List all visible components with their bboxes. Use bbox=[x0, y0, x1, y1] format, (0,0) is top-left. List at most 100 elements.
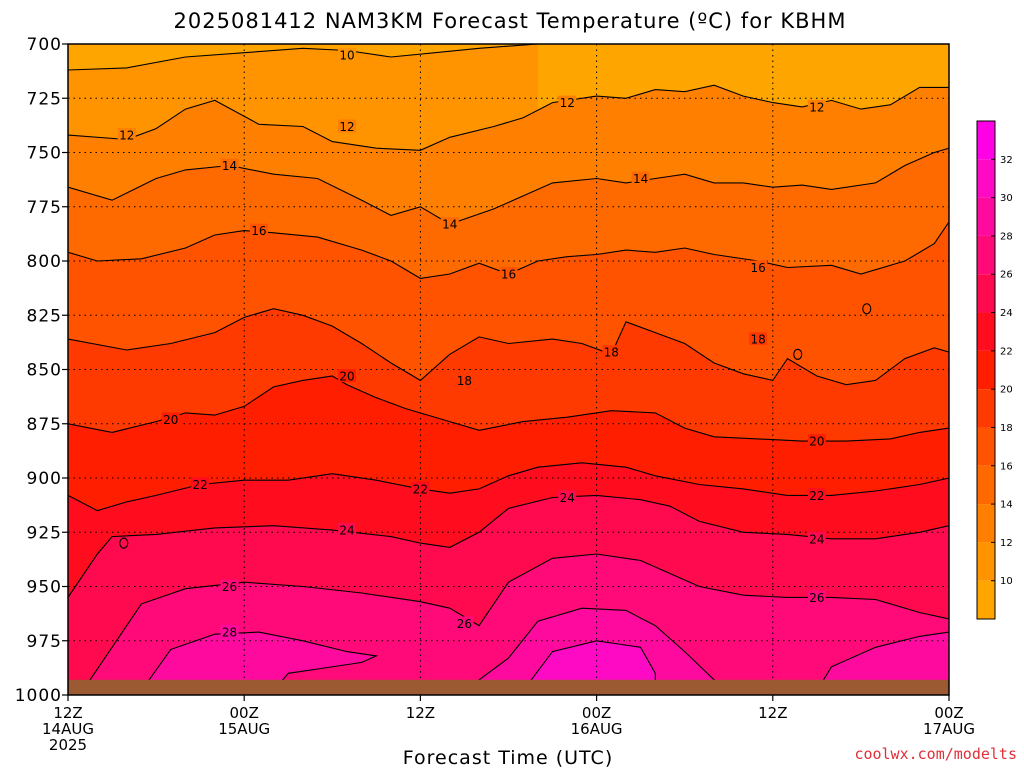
contour-label: 22 bbox=[191, 477, 210, 492]
contour-label-bg bbox=[117, 128, 136, 142]
colorbar-label: 22 bbox=[1000, 346, 1013, 357]
contour-28 bbox=[140, 631, 379, 692]
contour-label-bg bbox=[337, 119, 356, 133]
contour-label-bg bbox=[220, 158, 239, 172]
y-tick-label: 1000 bbox=[15, 686, 62, 706]
colorbar-label: 16 bbox=[1000, 461, 1013, 472]
contour-label-bg bbox=[749, 260, 768, 274]
contour-label: 20 bbox=[161, 412, 180, 427]
contour-label-text: 22 bbox=[413, 482, 428, 496]
x-tick-label: 00Z bbox=[230, 704, 259, 722]
colorbar-label: 24 bbox=[1000, 308, 1013, 319]
y-tick-label: 775 bbox=[27, 198, 62, 218]
contour-label-text: 24 bbox=[560, 491, 575, 505]
contour-label: 14 bbox=[631, 171, 650, 186]
contour-label-bg bbox=[440, 217, 459, 231]
x-axis-label: Forecast Time (UTC) bbox=[403, 747, 613, 768]
y-tick-label: 800 bbox=[27, 252, 62, 272]
contour-label-text: 12 bbox=[339, 120, 354, 134]
x-tick-label: 00Z bbox=[582, 704, 611, 722]
grid-lines bbox=[68, 44, 949, 695]
contour-label-bg bbox=[631, 171, 650, 185]
colorbar-border bbox=[976, 120, 996, 620]
contour-label-bg bbox=[337, 369, 356, 383]
contour-20 bbox=[68, 375, 949, 442]
y-axis: 700 725 750 775 800 825 850 875 900 925 950 975 1000 bbox=[15, 35, 68, 706]
contour-label: 18 bbox=[749, 332, 768, 347]
y-tick-label: 850 bbox=[27, 361, 62, 381]
contour-label: 22 bbox=[807, 488, 826, 503]
y-tick-label: 875 bbox=[27, 415, 62, 435]
y-tick-label: 725 bbox=[27, 89, 62, 109]
contour-labels: 10 12 12 12 12 14 14 14 16 16 16 18 18 18 20 20 20 22 22 22… bbox=[117, 47, 826, 640]
contour-label-bg bbox=[807, 99, 826, 113]
contour-label: 26 bbox=[220, 579, 239, 594]
colorbar-label: 28 bbox=[1000, 231, 1013, 242]
y-tick-label: 825 bbox=[27, 306, 62, 326]
contour-label-text: 18 bbox=[457, 374, 472, 388]
contour-label: 22 bbox=[411, 481, 430, 496]
closed-contour bbox=[862, 303, 872, 315]
contour-label: 14 bbox=[220, 158, 239, 173]
colorbar-swatch bbox=[977, 312, 995, 351]
colorbar-swatch bbox=[977, 427, 995, 466]
contour-lines bbox=[68, 44, 949, 692]
contour-label-bg bbox=[161, 412, 180, 426]
contour-label-text: 20 bbox=[163, 413, 178, 427]
contour-label-text: 12 bbox=[809, 100, 824, 114]
contour-label-text: 14 bbox=[442, 218, 457, 232]
contour-label-bg bbox=[337, 47, 356, 61]
source-link[interactable]: coolwx.com/modelts bbox=[854, 745, 1017, 763]
colorbar-swatch bbox=[977, 389, 995, 428]
colorbar-swatch bbox=[977, 274, 995, 313]
contour-label-text: 20 bbox=[809, 435, 824, 449]
ground-below-surface bbox=[68, 679, 949, 695]
contour-label-text: 16 bbox=[251, 224, 266, 238]
colorbar-swatch bbox=[977, 197, 995, 236]
colorbar-swatch bbox=[977, 542, 995, 581]
contour-label-bg bbox=[807, 488, 826, 502]
contour-label: 16 bbox=[499, 267, 518, 282]
contour-label: 12 bbox=[807, 99, 826, 114]
contour-label-bg bbox=[749, 332, 768, 346]
contour-label-bg bbox=[602, 345, 621, 359]
contour-label: 16 bbox=[749, 260, 768, 275]
chart-title: 2025081412 NAM3KM Forecast Temperature (… bbox=[174, 9, 847, 33]
contour-label: 12 bbox=[117, 128, 136, 143]
x-tick-label: 00Z bbox=[934, 704, 963, 722]
contour-label: 12 bbox=[337, 119, 356, 134]
contour-label-text: 16 bbox=[750, 261, 765, 275]
contour-label: 14 bbox=[440, 217, 459, 232]
contour-label-text: 24 bbox=[809, 532, 824, 546]
x-tick-label: 12Z bbox=[406, 704, 435, 722]
contour-30 bbox=[522, 640, 656, 692]
contour-label: 28 bbox=[220, 625, 239, 640]
x-tick-label: 12Z bbox=[758, 704, 787, 722]
contour-label-text: 20 bbox=[339, 370, 354, 384]
contour-label-bg bbox=[411, 481, 430, 495]
x-tick-label: 12Z bbox=[53, 704, 82, 722]
contour-label: 24 bbox=[558, 490, 577, 505]
contour-16 bbox=[68, 221, 949, 279]
contour-label-text: 18 bbox=[750, 333, 765, 347]
contour-label: 18 bbox=[455, 373, 474, 388]
contour-label: 16 bbox=[249, 223, 268, 238]
contour-label-bg bbox=[455, 616, 474, 630]
colorbar: 10 12 14 16 18 20 22 24 26 28 30 32 bbox=[976, 120, 1013, 620]
contour-label-text: 22 bbox=[809, 489, 824, 503]
contour-label-text: 28 bbox=[222, 626, 237, 640]
contour-label: 24 bbox=[807, 531, 826, 546]
contour-label-text: 26 bbox=[809, 591, 824, 605]
x-tick-label: 15AUG bbox=[218, 720, 270, 738]
contour-label-bg bbox=[249, 223, 268, 237]
contour-label-text: 16 bbox=[501, 268, 516, 282]
fill-band-28 bbox=[816, 632, 949, 695]
fill-band-30 bbox=[523, 640, 656, 691]
contour-label-bg bbox=[220, 579, 239, 593]
x-tick-label: 2025 bbox=[49, 736, 87, 754]
contour-label: 26 bbox=[807, 590, 826, 605]
contour-label-bg bbox=[220, 625, 239, 639]
contour-10 bbox=[68, 44, 538, 71]
colorbar-swatch bbox=[977, 580, 995, 619]
